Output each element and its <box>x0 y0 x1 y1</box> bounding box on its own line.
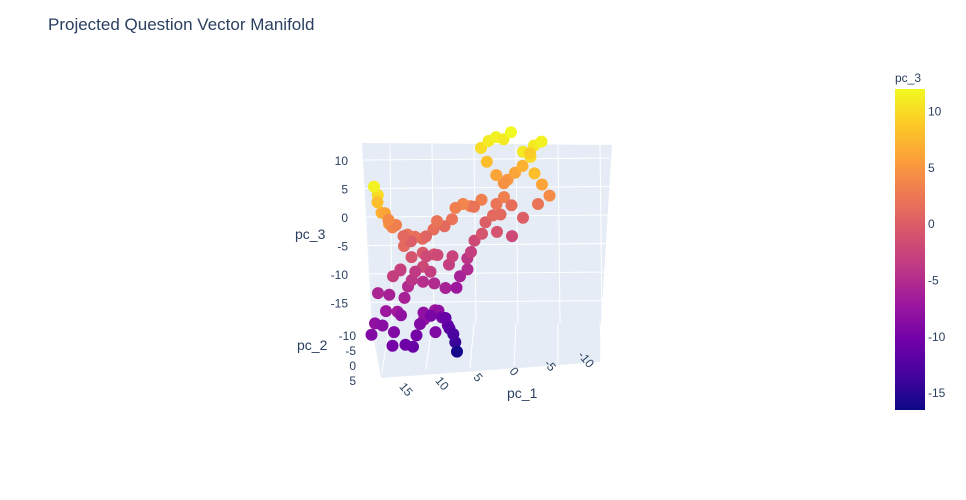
data-point <box>368 180 380 193</box>
data-point <box>536 178 548 191</box>
data-point <box>517 211 529 224</box>
data-point <box>420 230 432 243</box>
data-point <box>429 326 442 339</box>
x-tick-label: 15 <box>396 380 416 399</box>
floor-gridline <box>469 322 475 369</box>
data-point <box>532 198 544 210</box>
data-point <box>449 201 462 214</box>
chart-title: Projected Question Vector Manifold <box>48 15 314 34</box>
data-point <box>447 328 460 341</box>
y-axis-title: pc_2 <box>297 337 328 353</box>
x-axis-title: pc_1 <box>507 385 538 401</box>
x-gridline <box>557 144 561 324</box>
data-point <box>409 265 422 278</box>
data-point <box>439 312 452 324</box>
data-point <box>365 328 378 341</box>
z-gridline <box>363 186 611 189</box>
data-point <box>491 225 503 238</box>
data-point <box>372 287 384 300</box>
z-tick-label: 5 <box>341 183 348 197</box>
data-point <box>386 339 399 352</box>
data-point <box>494 208 507 221</box>
data-point <box>461 263 474 276</box>
data-point <box>468 200 480 213</box>
z-tick-label: 10 <box>335 154 349 168</box>
floor-pane <box>374 323 601 378</box>
data-point <box>428 277 441 290</box>
x-gridline <box>599 144 603 324</box>
data-point <box>394 264 407 277</box>
data-point <box>382 213 395 226</box>
data-point <box>431 249 444 261</box>
data-point <box>451 345 463 358</box>
data-point <box>417 275 429 288</box>
data-point <box>399 338 412 351</box>
z-tick-label: 0 <box>341 211 348 225</box>
data-point <box>405 251 418 264</box>
colorbar-tick-label: -5 <box>928 274 939 288</box>
colorbar-tick-label: -10 <box>928 330 946 344</box>
data-point <box>480 155 493 168</box>
data-point <box>395 309 407 322</box>
data-point <box>397 230 410 243</box>
data-point <box>535 135 548 148</box>
x-tick-label: 5 <box>471 370 486 384</box>
data-point <box>371 196 384 209</box>
data-point <box>383 288 396 301</box>
data-point <box>490 169 503 182</box>
data-point <box>476 227 488 240</box>
data-point <box>398 291 411 304</box>
data-point <box>431 215 443 228</box>
data-point <box>505 199 518 212</box>
data-point <box>506 230 518 243</box>
z-axis-title: pc_3 <box>295 226 326 242</box>
colorbar-tick-label: 10 <box>928 105 942 119</box>
y-tick-label: -10 <box>339 329 357 343</box>
data-point <box>497 177 510 190</box>
data-point <box>498 191 510 204</box>
data-point <box>446 250 459 263</box>
floor-gridline <box>599 322 603 363</box>
data-points <box>365 126 556 358</box>
data-point <box>450 281 463 294</box>
x-tick-label: 10 <box>432 374 452 393</box>
data-point <box>424 265 437 278</box>
data-point <box>376 319 389 332</box>
y-tick-label: 0 <box>349 359 356 373</box>
data-point <box>424 309 437 322</box>
data-point <box>388 326 400 339</box>
y-tick-label: -5 <box>345 344 356 358</box>
data-point <box>543 189 556 202</box>
data-point <box>410 329 423 342</box>
colorbar-title: pc_3 <box>895 71 921 85</box>
x-gridline <box>473 144 477 324</box>
floor-gridline <box>513 322 517 367</box>
data-point <box>524 147 536 159</box>
data-point <box>505 126 517 139</box>
colorbar: pc_3 10 5 0 -5 -10 -15 <box>895 71 946 410</box>
z-tick-label: -15 <box>331 297 349 311</box>
data-point <box>414 318 426 330</box>
data-point <box>465 246 477 258</box>
data-point <box>439 282 452 294</box>
data-point <box>528 167 541 180</box>
colorbar-tick-label: 5 <box>928 161 935 175</box>
colorbar-gradient <box>895 89 925 410</box>
data-point <box>516 159 529 172</box>
data-point <box>380 305 392 318</box>
colorbar-tick-label: 0 <box>928 217 935 231</box>
z-gridline <box>363 214 611 218</box>
data-point <box>420 250 433 263</box>
z-tick-label: -10 <box>331 268 349 282</box>
colorbar-tick-label: -15 <box>928 386 946 400</box>
z-tick-label: -5 <box>337 240 348 254</box>
y-tick-label: 5 <box>349 374 356 388</box>
colorbar-ticks: 10 5 0 -5 -10 -15 <box>928 105 946 401</box>
